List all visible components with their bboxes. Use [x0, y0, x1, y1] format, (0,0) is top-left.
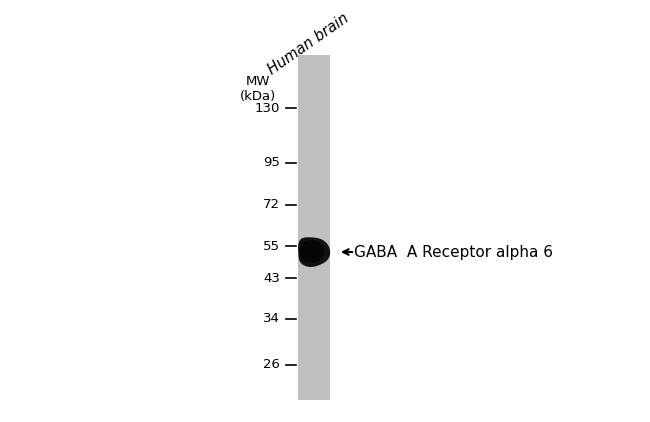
Text: 95: 95: [263, 157, 280, 170]
Text: 130: 130: [255, 102, 280, 114]
Text: 55: 55: [263, 240, 280, 252]
Polygon shape: [300, 241, 324, 262]
Polygon shape: [299, 238, 330, 266]
Text: Human brain: Human brain: [265, 11, 352, 77]
Text: MW
(kDa): MW (kDa): [240, 75, 276, 103]
Text: GABA  A Receptor alpha 6: GABA A Receptor alpha 6: [354, 244, 553, 260]
Text: 26: 26: [263, 359, 280, 371]
Bar: [298, 55, 330, 400]
Text: 43: 43: [263, 271, 280, 284]
Text: 72: 72: [263, 198, 280, 211]
Text: 34: 34: [263, 313, 280, 325]
